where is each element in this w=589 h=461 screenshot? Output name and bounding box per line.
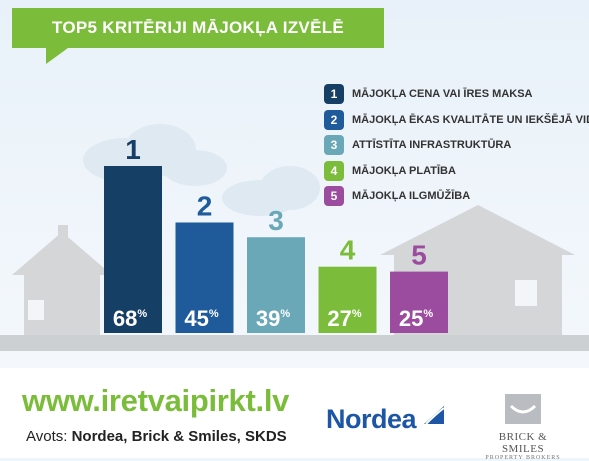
bar-5 — [390, 271, 448, 333]
bar-rank-label: 5 — [411, 240, 427, 271]
bar-3 — [247, 237, 305, 333]
source-names: Nordea, Brick & Smiles, SKDS — [71, 428, 287, 445]
legend-label: MĀJOKĻA PLATĪBA — [352, 164, 456, 177]
source-prefix: Avots: — [26, 428, 72, 445]
brick-smiles-name: BRICK & SMILES — [498, 431, 548, 455]
legend-number-badge: 2 — [324, 109, 344, 130]
nordea-sail-icon — [424, 406, 446, 425]
legend-item: 2 MĀJOKĻA ĒKAS KVALITĀTE UN IEKŠĒJĀ VIDE — [324, 109, 589, 130]
bar-rank-label: 3 — [268, 205, 284, 236]
legend-number-badge: 3 — [324, 135, 344, 155]
website-url[interactable]: www.iretvaipirkt.lv — [22, 383, 290, 418]
page-title: TOP5 KRITĒRIJI MĀJOKĻA IZVĒLĒ — [51, 18, 345, 37]
brick-smiles-emblem-icon — [505, 394, 541, 424]
legend-label: MĀJOKĻA ILGMŪŽĪBA — [352, 190, 471, 202]
source-note: Avots: Nordea, Brick & Smiles, SKDS — [26, 428, 287, 445]
title-banner-tail — [46, 48, 68, 64]
nordea-logo: Nordea — [326, 404, 446, 435]
legend-item: 3 ATTĪSTĪTA INFRASTRUKTŪRA — [324, 135, 511, 155]
nordea-wordmark: Nordea — [326, 404, 417, 434]
brick-smiles-subtitle: PROPERTY BROKERS — [485, 455, 561, 461]
bar-chart: 168%245%339%427%525% — [104, 134, 448, 333]
legend-item: 4 MĀJOKĻA PLATĪBA — [324, 160, 456, 181]
brick-smiles-logo: BRICK & SMILES PROPERTY BROKERS — [478, 392, 568, 461]
legend-number-badge: 4 — [324, 160, 344, 181]
legend-label: MĀJOKĻA CENA VAI ĪRES MAKSA — [352, 88, 533, 100]
legend-label: MĀJOKĻA ĒKAS KVALITĀTE UN IEKŠĒJĀ VIDE — [352, 113, 589, 126]
footer-background — [0, 368, 589, 458]
bar-rank-label: 1 — [125, 134, 141, 165]
bar-2 — [175, 222, 234, 333]
legend-number-badge: 1 — [324, 84, 344, 104]
legend-item: 1 MĀJOKĻA CENA VAI ĪRES MAKSA — [324, 84, 533, 104]
legend-item: 5 MĀJOKĻA ILGMŪŽĪBA — [324, 186, 470, 206]
bar-4 — [318, 266, 377, 333]
legend-label: ATTĪSTĪTA INFRASTRUKTŪRA — [352, 139, 512, 151]
legend-number-badge: 5 — [324, 186, 344, 206]
bar-rank-label: 4 — [340, 235, 356, 266]
title-banner: TOP5 KRITĒRIJI MĀJOKĻA IZVĒLĒ — [12, 8, 384, 48]
bar-rank-label: 2 — [197, 190, 213, 221]
bar-1 — [104, 166, 162, 333]
